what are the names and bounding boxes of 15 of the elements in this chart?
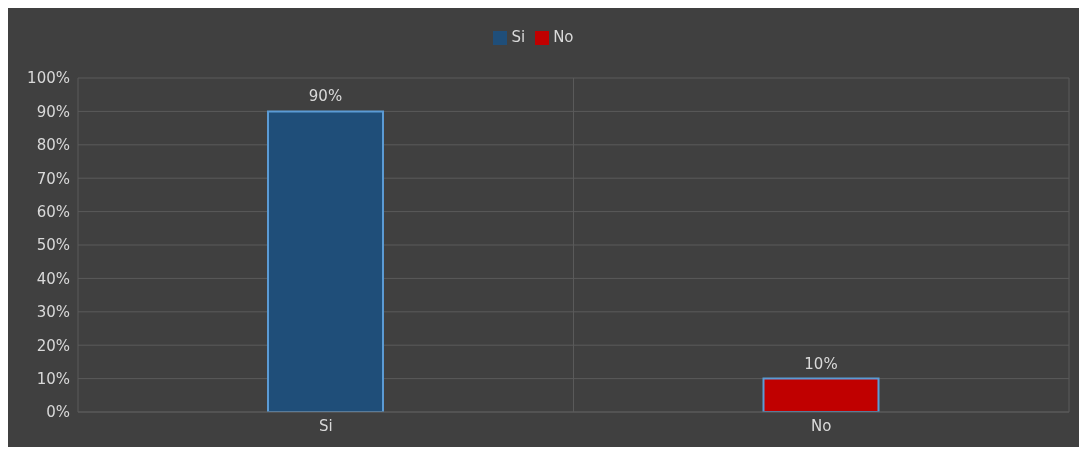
y-tick-label: 20% (36, 336, 70, 355)
y-tick-label: 0% (46, 403, 70, 422)
legend-label: No (553, 28, 574, 46)
y-tick-label: 90% (36, 102, 70, 121)
text: 90% (308, 87, 343, 106)
y-tick-label: 10% (36, 369, 70, 388)
y-tick-label: 100% (27, 69, 70, 88)
y-tick-label: 50% (36, 236, 70, 255)
text: 10% (804, 354, 838, 373)
y-tick-label: 40% (36, 269, 70, 288)
y-tick-label: 60% (36, 202, 70, 221)
legend-label: Si (511, 28, 526, 46)
y-tick-label: 70% (36, 169, 70, 188)
y-tick-label: 80% (36, 136, 70, 155)
y-tick-label: 30% (36, 303, 70, 322)
